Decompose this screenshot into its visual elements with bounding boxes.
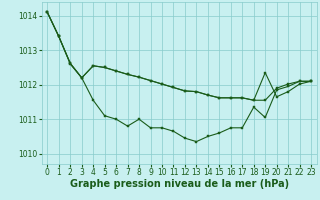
X-axis label: Graphe pression niveau de la mer (hPa): Graphe pression niveau de la mer (hPa)	[70, 179, 289, 189]
